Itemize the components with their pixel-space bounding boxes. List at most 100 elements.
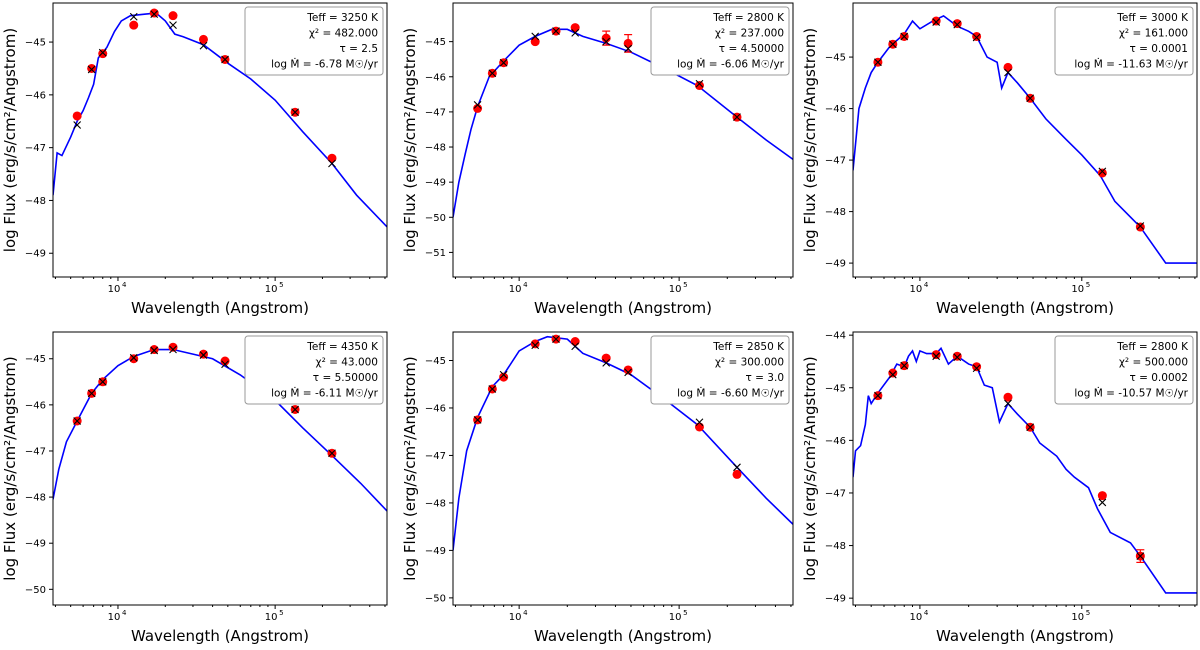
axes-frame	[52, 2, 388, 278]
model-photometry-marker	[328, 159, 336, 168]
axes-frame	[852, 2, 1198, 278]
observed-point	[129, 20, 139, 30]
model-photometry-marker	[473, 415, 482, 424]
model-photometry-marker	[624, 44, 633, 53]
model-photometry-marker	[169, 21, 177, 30]
x-tick-exponent: 5	[683, 281, 687, 289]
model-photometry-marker	[291, 405, 299, 414]
x-tick-label: 10	[509, 284, 522, 295]
observed-point	[732, 469, 742, 479]
observed-point	[601, 353, 611, 363]
observed-point	[149, 8, 159, 18]
x-axis-label: Wavelength (Angstrom)	[534, 299, 712, 317]
model-photometry-marker	[1004, 399, 1012, 408]
y-tick-label: −46	[425, 403, 446, 414]
model-photometry-marker	[602, 37, 611, 46]
observed-point	[168, 342, 178, 352]
legend-text: τ = 4.50000	[719, 43, 784, 55]
model-photometry-marker	[1098, 167, 1107, 176]
model-photometry-marker	[571, 342, 580, 351]
x-tick-label: 10	[108, 612, 121, 623]
legend-text: Teff = 4350 K	[306, 341, 379, 353]
model-photometry-marker	[1136, 552, 1145, 560]
observed-point	[694, 81, 704, 91]
legend-text: τ = 3.0	[746, 372, 785, 384]
legend-text: Teff = 3250 K	[306, 12, 379, 24]
model-photometry-marker	[1098, 498, 1107, 507]
x-tick-label: 10	[265, 284, 278, 295]
model-photometry-marker	[499, 58, 508, 67]
model-photometry-marker	[888, 40, 897, 49]
legend-text: χ² = 43.000	[316, 357, 379, 369]
legend-box	[1054, 335, 1194, 405]
legend-text: Teff = 2800 K	[1116, 341, 1189, 353]
legend-text: τ = 5.50000	[313, 372, 378, 384]
legend-text: τ = 0.0002	[1129, 372, 1188, 384]
model-photometry-marker	[473, 100, 482, 109]
y-tick-label: −50	[25, 585, 46, 596]
y-tick-label: −45	[25, 354, 46, 365]
observed-point	[623, 365, 633, 375]
model-photometry-marker	[129, 12, 138, 21]
y-axis-label: log Flux (erg/s/cm²/Angstrom)	[401, 356, 419, 580]
x-tick-label: 10	[1071, 284, 1084, 295]
legend-text: τ = 2.5	[340, 43, 379, 55]
y-axis-label: log Flux (erg/s/cm²/Angstrom)	[801, 28, 819, 252]
y-tick-label: −47	[825, 156, 846, 167]
model-photometry-marker	[1004, 68, 1012, 77]
model-sed-line	[853, 346, 1197, 594]
legend-box	[1054, 6, 1194, 76]
y-tick-label: −48	[425, 143, 446, 154]
model-photometry-marker	[552, 27, 560, 35]
model-photometry-marker	[499, 370, 508, 379]
x-axis-label: Wavelength (Angstrom)	[131, 627, 309, 645]
model-photometry-marker	[932, 352, 941, 361]
observed-point	[570, 23, 580, 33]
y-tick-label: −46	[425, 72, 446, 83]
legend-text: Teff = 2800 K	[712, 12, 785, 24]
model-photometry-marker	[129, 353, 138, 362]
y-axis-label: log Flux (erg/s/cm²/Angstrom)	[1, 28, 19, 252]
legend-text: Teff = 3000 K	[1116, 12, 1189, 24]
y-tick-label: −49	[825, 259, 846, 270]
x-tick-label: 10	[669, 284, 682, 295]
legend-text: χ² = 500.000	[1119, 357, 1188, 369]
observed-point	[327, 153, 337, 163]
model-photometry-marker	[98, 377, 107, 386]
model-photometry-marker	[624, 368, 633, 377]
model-photometry-marker	[73, 417, 82, 425]
observed-point	[98, 49, 108, 59]
observed-point	[1097, 491, 1107, 501]
observed-point	[1003, 62, 1013, 72]
model-photometry-marker	[73, 121, 82, 129]
y-tick-label: −51	[425, 248, 446, 259]
legend-text: Teff = 2850 K	[712, 341, 785, 353]
model-photometry-marker	[874, 391, 882, 400]
model-photometry-marker	[488, 69, 497, 78]
model-photometry-marker	[98, 48, 107, 57]
y-tick-label: −46	[825, 104, 846, 115]
x-tick-exponent: 4	[924, 609, 929, 617]
y-tick-label: −46	[25, 400, 46, 411]
y-tick-label: −48	[25, 196, 46, 207]
axes-frame	[852, 331, 1198, 606]
y-tick-label: −50	[425, 213, 446, 224]
observed-point	[972, 362, 982, 372]
x-axis-label: Wavelength (Angstrom)	[131, 299, 309, 317]
model-photometry-marker	[87, 389, 96, 398]
model-photometry-marker	[488, 385, 497, 393]
x-tick-exponent: 4	[523, 281, 528, 289]
observed-point	[87, 63, 97, 73]
y-tick-label: −47	[425, 451, 446, 462]
y-axis-label: log Flux (erg/s/cm²/Angstrom)	[801, 356, 819, 580]
x-tick-label: 10	[910, 284, 923, 295]
observed-point	[168, 11, 178, 21]
model-photometry-marker	[695, 418, 704, 427]
observed-point	[473, 103, 483, 113]
model-photometry-marker	[328, 449, 336, 458]
model-photometry-marker	[169, 345, 177, 354]
